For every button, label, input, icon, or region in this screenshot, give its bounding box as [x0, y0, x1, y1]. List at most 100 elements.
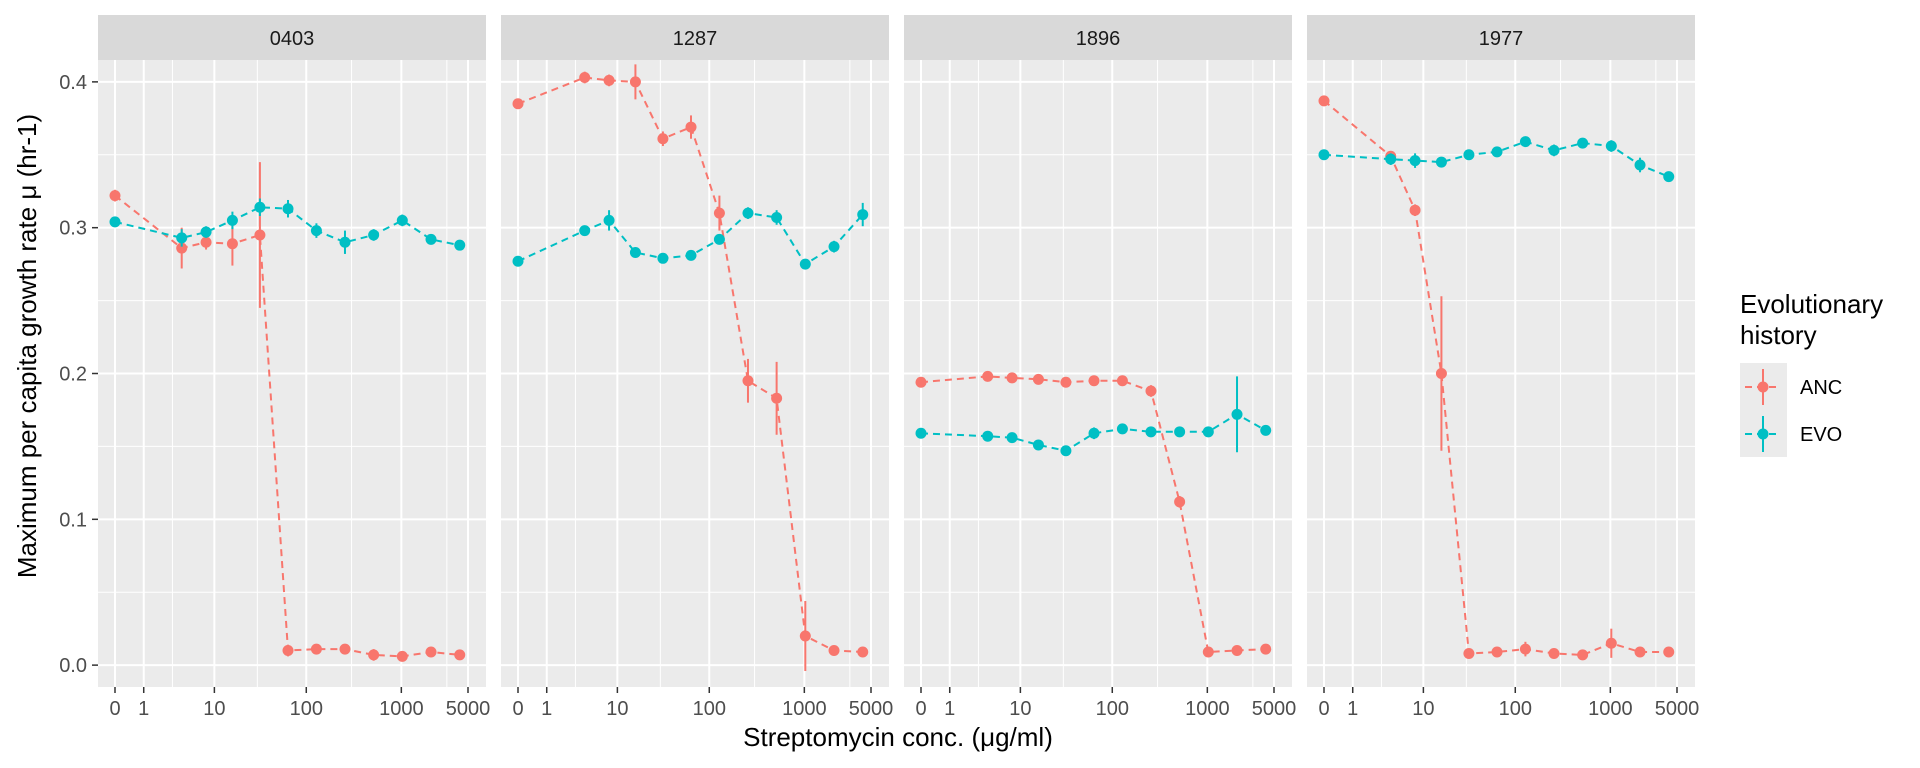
- data-point-evo: [657, 252, 669, 264]
- data-point-anc: [282, 645, 294, 657]
- data-point-anc: [1202, 646, 1214, 658]
- x-tick-label: 5000: [1655, 698, 1700, 720]
- data-point-evo: [1435, 156, 1447, 168]
- x-tick-label: 1000: [1588, 698, 1633, 720]
- x-tick-label: 100: [693, 698, 726, 720]
- x-tick-label: 1000: [379, 698, 424, 720]
- data-point-evo: [176, 232, 188, 244]
- data-point-anc: [1634, 646, 1646, 658]
- facet-strip-label: 1896: [1076, 28, 1121, 50]
- x-tick-label: 5000: [1252, 698, 1297, 720]
- data-point-evo: [226, 214, 238, 226]
- x-tick-label: 0: [1318, 698, 1329, 720]
- series-line-anc: [1323, 100, 1669, 656]
- data-point-anc: [1006, 372, 1018, 384]
- x-tick-label: 10: [606, 698, 628, 720]
- data-point-anc: [1409, 204, 1421, 216]
- data-point-evo: [915, 427, 927, 439]
- data-point-anc: [310, 643, 322, 655]
- data-point-evo: [1409, 155, 1421, 167]
- legend: Evolutionary history ANC EVO: [1740, 289, 1883, 457]
- facet-strip: [98, 15, 486, 60]
- x-tick-label: 5000: [446, 698, 491, 720]
- data-point-anc: [1491, 646, 1503, 658]
- x-tick-label: 1000: [782, 698, 827, 720]
- data-point-evo: [1634, 159, 1646, 171]
- data-point-evo: [1519, 136, 1531, 148]
- data-point-evo: [339, 236, 351, 248]
- x-tick-label: 0: [512, 698, 523, 720]
- data-point-anc: [685, 121, 697, 133]
- data-point-evo: [1605, 140, 1617, 152]
- y-tick-label: 0.1: [59, 509, 87, 531]
- data-point-anc: [603, 74, 615, 86]
- data-point-evo: [1463, 149, 1475, 161]
- data-point-anc: [828, 645, 840, 657]
- data-point-evo: [200, 226, 212, 238]
- data-point-anc: [1605, 637, 1617, 649]
- data-point-evo: [310, 225, 322, 237]
- facet-strip: [904, 15, 1292, 60]
- data-point-anc: [1519, 643, 1531, 655]
- data-point-anc: [226, 238, 238, 250]
- data-point-anc: [512, 98, 524, 110]
- data-point-anc: [629, 76, 641, 88]
- data-point-anc: [425, 646, 437, 658]
- data-point-evo: [425, 233, 437, 245]
- data-point-anc: [454, 649, 466, 661]
- data-point-evo: [396, 214, 408, 226]
- legend-label-evo: EVO: [1800, 424, 1842, 446]
- data-point-anc: [368, 649, 380, 661]
- y-tick-label: 0.4: [59, 72, 87, 94]
- data-point-evo: [982, 430, 994, 442]
- data-point-evo: [1231, 408, 1243, 420]
- data-point-anc: [915, 376, 927, 388]
- x-tick-label: 10: [1412, 698, 1434, 720]
- data-point-anc: [799, 630, 811, 642]
- legend-label-anc: ANC: [1800, 377, 1842, 399]
- data-point-evo: [857, 209, 869, 221]
- data-point-evo: [109, 216, 121, 228]
- facet-panel-0403: 0403 0 1 10 100 1000 5000 0.0 0.1 0.2 0.3 0.4: [59, 15, 490, 720]
- data-point-anc: [1260, 643, 1272, 655]
- data-point-anc: [200, 236, 212, 248]
- data-point-anc: [742, 375, 754, 387]
- facet-strip-label: 1977: [1479, 28, 1524, 50]
- facet-strip: [501, 15, 889, 60]
- x-tick-label: 10: [203, 698, 225, 720]
- legend-key-point-anc: [1757, 381, 1769, 393]
- data-point-evo: [1577, 137, 1589, 149]
- data-point-anc: [1116, 375, 1128, 387]
- data-point-anc: [579, 71, 591, 83]
- data-point-evo: [1548, 144, 1560, 156]
- data-point-anc: [1032, 373, 1044, 385]
- y-tick-label: 0.3: [59, 218, 87, 240]
- data-point-anc: [1318, 95, 1330, 107]
- data-point-anc: [771, 392, 783, 404]
- y-tick-label: 0.2: [59, 364, 87, 386]
- data-point-evo: [1006, 432, 1018, 444]
- facet-panel-1287: 1287 0 1 10 100 1000 5000: [501, 15, 893, 720]
- data-point-anc: [1088, 375, 1100, 387]
- y-axis-title: Maximum per capita growth rate μ (hr-1): [12, 114, 42, 578]
- x-tick-label: 100: [1096, 698, 1129, 720]
- data-point-evo: [603, 214, 615, 226]
- data-point-anc: [713, 207, 725, 219]
- data-point-anc: [1663, 646, 1675, 658]
- x-tick-label: 0: [915, 698, 926, 720]
- data-point-evo: [742, 207, 754, 219]
- data-point-evo: [1260, 424, 1272, 436]
- data-point-evo: [1202, 426, 1214, 438]
- data-point-anc: [1231, 645, 1243, 657]
- legend-title-line-1: Evolutionary: [1740, 289, 1883, 319]
- data-point-evo: [1663, 171, 1675, 183]
- x-tick-label: 100: [1499, 698, 1532, 720]
- data-point-evo: [1032, 439, 1044, 451]
- data-point-evo: [771, 211, 783, 223]
- x-tick-label: 100: [290, 698, 323, 720]
- facet-strip-label: 1287: [673, 28, 718, 50]
- data-point-evo: [1116, 423, 1128, 435]
- data-point-evo: [1318, 149, 1330, 161]
- data-point-evo: [828, 241, 840, 253]
- data-point-evo: [1145, 426, 1157, 438]
